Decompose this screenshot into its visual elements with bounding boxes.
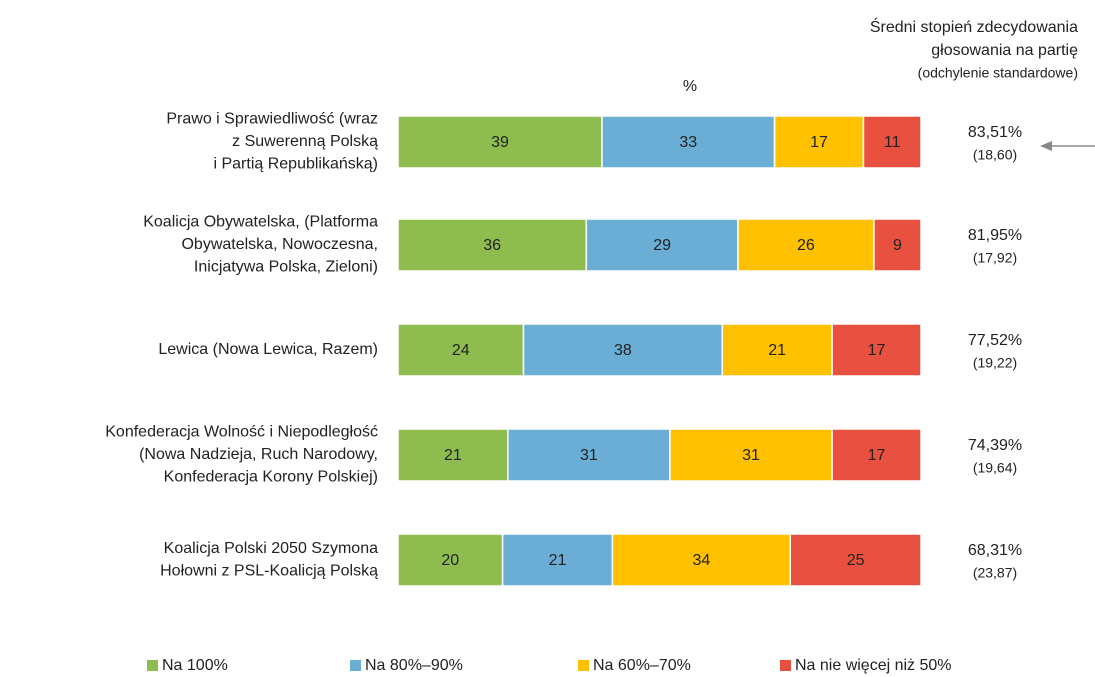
legend-label: Na 60%–70% [593,657,691,674]
bar-label: 17 [868,342,886,359]
mean-label: 81,95% [968,227,1022,244]
bar-label: 38 [614,342,632,359]
category-label: Koalicja Obywatelska, (Platforma [143,214,378,231]
sd-label: (19,22) [973,355,1017,371]
bar-segment [831,428,922,482]
bar-segment [397,428,509,482]
bar-segment [721,323,833,377]
bar-label: 31 [580,447,598,464]
legend-swatch [780,660,791,671]
right-subheader: (odchylenie standardowe) [918,65,1078,81]
category-label: Koalicja Polski 2050 Szymona [164,540,378,557]
category-label: Inicjatywa Polska, Zieloni) [194,259,378,276]
bar-segment [397,323,525,377]
bar-segment [773,115,865,169]
legend-swatch [147,660,158,671]
mean-label: 77,52% [968,332,1022,349]
category-label: Obywatelska, Nowoczesna, [181,236,378,253]
bar-segment [611,533,791,587]
sd-label: (23,87) [973,565,1017,581]
bar-label: 20 [441,552,459,569]
category-label: (Nowa Nadzieja, Ruch Narodowy, [139,446,378,463]
bar-label: 17 [810,134,828,151]
bar-label: 17 [868,447,886,464]
bar-segment [507,428,671,482]
bar-label: 11 [884,134,901,151]
bar-label: 29 [653,237,671,254]
mean-label: 74,39% [968,437,1022,454]
axis-label: % [683,78,697,95]
bar-segment [831,323,922,377]
bar-label: 21 [768,342,786,359]
bar-label: 25 [847,552,865,569]
category-label: Lewica (Nowa Lewica, Razem) [158,341,378,358]
bar-label: 9 [893,237,902,254]
bar-segment [397,533,504,587]
legend-swatch [350,660,361,671]
bar-segment [601,115,776,169]
arrow [1040,141,1095,151]
bar-label: 31 [742,447,760,464]
bar-label: 36 [483,237,501,254]
bar-label: 26 [797,237,815,254]
legend-label: Na 100% [162,657,228,674]
category-label: z Suwerenną Polską [232,133,378,150]
bar-segment [501,533,614,587]
bar-label: 21 [444,447,462,464]
bar-label: 39 [491,134,509,151]
right-header: Średni stopień zdecydowania [870,17,1078,36]
mean-label: 68,31% [968,542,1022,559]
sd-label: (17,92) [973,250,1017,266]
bar-segment [862,115,922,169]
category-label: i Partią Republikańską) [213,156,378,173]
bar-segment [585,218,739,272]
sd-label: (18,60) [973,147,1017,163]
bar-label: 24 [452,342,470,359]
bar-segment [789,533,922,587]
legend-label: Na 80%–90% [365,657,463,674]
category-label: Konfederacja Korony Polskiej) [164,469,378,486]
category-label: Prawo i Sprawiedliwość (wraz [166,111,378,128]
mean-label: 83,51% [968,124,1022,141]
right-header: głosowania na partię [931,42,1078,59]
bar-segment [873,218,922,272]
bar-label: 34 [692,552,710,569]
bar-label: 33 [679,134,697,151]
legend-label: Na nie więcej niż 50% [795,657,952,674]
legend-swatch [578,660,589,671]
bar-label: 21 [549,552,567,569]
bar-segment [669,428,833,482]
bar-segment [522,323,724,377]
category-label: Konfederacja Wolność i Niepodległość [105,424,378,441]
sd-label: (19,64) [973,460,1017,476]
category-label: Hołowni z PSL-Koalicją Polską [160,562,378,579]
